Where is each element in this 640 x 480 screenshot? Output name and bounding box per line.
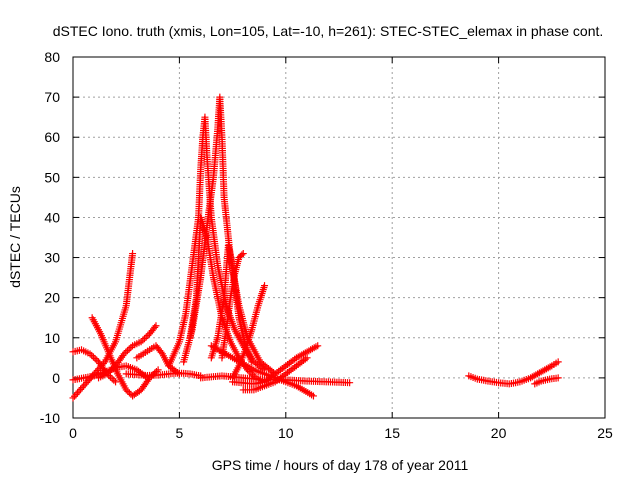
data-point	[239, 250, 247, 258]
data-point	[248, 358, 256, 366]
y-tick-label: 0	[52, 370, 60, 386]
data-point	[81, 380, 89, 388]
plot-area	[72, 56, 606, 419]
x-tick-label: 25	[597, 425, 613, 441]
grid	[73, 57, 605, 418]
data-point	[303, 354, 311, 362]
data-point	[69, 394, 77, 402]
data-point	[86, 350, 94, 358]
data-point	[144, 331, 152, 339]
y-tick-label: 30	[44, 250, 60, 266]
data-point	[142, 333, 150, 341]
data-point	[309, 392, 317, 400]
data-point	[554, 374, 562, 382]
data-point	[554, 358, 562, 366]
data-point	[123, 347, 131, 355]
data-point	[71, 392, 79, 400]
y-axis-label: dSTEC / TECUs	[7, 186, 23, 288]
data-point	[129, 250, 137, 258]
data-points	[69, 93, 562, 402]
data-point	[151, 323, 159, 331]
y-tick-label: -10	[40, 410, 60, 426]
x-tick-label: 10	[278, 425, 294, 441]
data-point	[110, 376, 118, 384]
data-point	[108, 365, 116, 373]
data-point	[83, 378, 91, 386]
data-point	[80, 382, 88, 390]
data-point	[103, 370, 111, 378]
data-point	[88, 351, 96, 359]
data-point	[106, 367, 114, 375]
data-point	[152, 322, 160, 330]
data-point	[108, 375, 116, 383]
x-tick-label: 5	[176, 425, 184, 441]
data-point	[122, 348, 130, 356]
data-point	[74, 389, 82, 397]
data-point	[127, 343, 135, 351]
data-point	[78, 384, 86, 392]
y-tick-label: 50	[44, 169, 60, 185]
data-point	[261, 282, 269, 290]
data-point	[125, 389, 133, 397]
y-tick-label: 20	[44, 290, 60, 306]
x-tick-label: 0	[69, 425, 77, 441]
x-axis-label: GPS time / hours of day 178 of year 2011	[212, 457, 469, 473]
data-point	[249, 371, 257, 379]
data-point	[238, 251, 246, 259]
data-point	[137, 338, 145, 346]
data-point	[89, 353, 97, 361]
data-point	[346, 379, 354, 387]
data-point	[77, 385, 85, 393]
data-point	[75, 387, 83, 395]
y-tick-label: 10	[44, 330, 60, 346]
data-point	[106, 373, 114, 381]
x-tick-label: 15	[384, 425, 400, 441]
data-point	[122, 386, 130, 394]
y-tick-label: 60	[44, 129, 60, 145]
y-tick-label: 70	[44, 89, 60, 105]
data-point	[139, 336, 147, 344]
axis-ticks: 0 5 10 15 20 25 -10 0 10 20 30 40 50 60 70 80	[40, 49, 613, 441]
data-point	[247, 369, 255, 377]
data-point	[124, 387, 132, 395]
data-point	[125, 345, 133, 353]
y-tick-label: 40	[44, 209, 60, 225]
data-point	[157, 348, 165, 356]
data-point	[91, 355, 99, 363]
data-point	[72, 391, 80, 399]
data-point	[105, 368, 113, 376]
y-tick-label: 80	[44, 49, 60, 65]
data-point	[314, 342, 322, 350]
data-point	[120, 350, 128, 358]
chart-title: dSTEC Iono. truth (xmis, Lon=105, Lat=-1…	[53, 23, 604, 39]
data-point	[112, 378, 120, 386]
data-point	[93, 366, 101, 374]
x-tick-label: 20	[491, 425, 507, 441]
data-point	[141, 335, 149, 343]
